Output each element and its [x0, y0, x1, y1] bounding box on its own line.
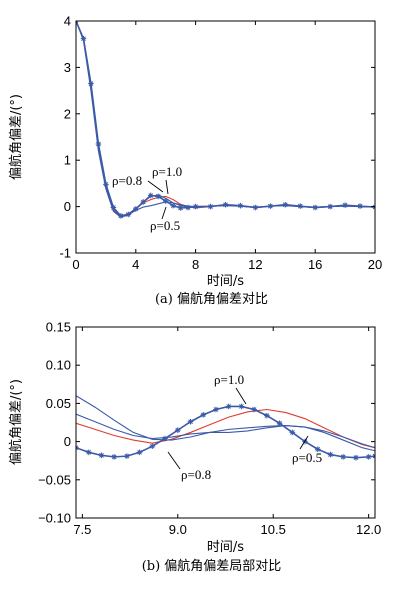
series-marker: [207, 203, 214, 210]
annotation-label: ρ=0.5: [292, 450, 322, 465]
y-tick-label: 2: [64, 106, 71, 121]
x-tick-label: 9.0: [169, 522, 187, 537]
y-tick-label: 3: [64, 60, 71, 75]
y-tick-label: 4: [64, 14, 71, 29]
series-marker: [124, 453, 130, 459]
series-marker: [185, 204, 191, 211]
series-marker: [327, 451, 334, 458]
series-marker: [162, 198, 169, 204]
y-tick-label: 0.15: [46, 320, 71, 335]
series-marker: [149, 443, 156, 449]
series-marker: [237, 202, 244, 209]
plot-frame: [75, 326, 376, 519]
annotation-leader: [161, 206, 167, 220]
series-marker: [177, 205, 184, 211]
series-marker: [98, 452, 105, 459]
series-marker: [103, 181, 109, 188]
series-marker: [282, 201, 289, 208]
chart-caption: (a) 偏航角偏差对比: [155, 291, 268, 307]
series-marker: [353, 454, 359, 461]
series-marker: [251, 406, 257, 413]
series-marker: [213, 406, 219, 413]
annotation-leader: [167, 451, 181, 470]
annotation-leader: [235, 387, 247, 405]
chart-b: 7.5 9.0 10.5 12.0 −0.10 −0.05 0 0.05 0.10 0.15 时间/…: [8, 320, 381, 575]
series-marker: [267, 203, 274, 209]
y-tick-label: −0.05: [38, 472, 71, 487]
annotation-label: ρ=0.8: [112, 173, 142, 188]
y-axis-label: 偏航角偏差/(°): [8, 379, 24, 465]
series-group: [76, 395, 375, 461]
series-marker: [170, 202, 176, 209]
series-marker: [200, 412, 207, 418]
series-marker: [365, 454, 372, 460]
series-marker: [264, 412, 270, 419]
series-marker: [312, 204, 318, 211]
annotation-leader: [299, 435, 309, 450]
x-tick-label: 20: [368, 257, 382, 272]
series-group: [76, 21, 375, 219]
series-marker: [140, 199, 147, 205]
series-marker: [155, 193, 162, 200]
series-marker: [118, 213, 124, 219]
x-tick-label: 10.5: [261, 522, 286, 537]
series-marker: [80, 35, 87, 42]
series-marker: [88, 80, 94, 87]
series-line-1: [76, 408, 375, 449]
annotation-label: ρ=0.8: [181, 467, 211, 482]
x-tick-label: 12: [248, 257, 262, 272]
x-axis-label: 时间/s: [207, 540, 244, 555]
series-marker: [133, 206, 139, 212]
x-tick-label: 7.5: [73, 522, 91, 537]
annotation-label: ρ=1.0: [152, 164, 182, 179]
series-marker: [95, 141, 102, 147]
series-marker: [136, 449, 143, 456]
y-tick-label: 1: [64, 153, 71, 168]
series-marker: [342, 202, 348, 209]
series-marker: [174, 427, 181, 433]
annotation-label: ρ=0.5: [150, 218, 180, 233]
annotation-leader: [165, 179, 169, 195]
y-tick-label: −0.10: [38, 511, 71, 526]
y-tick-label: 0: [64, 434, 71, 449]
y-axis-label: 偏航角偏差/(°): [8, 94, 24, 180]
series-marker: [125, 211, 132, 218]
chart-caption: (b) 偏航角偏差局部对比: [142, 558, 282, 574]
series-marker: [297, 203, 304, 209]
x-tick-label: 16: [308, 257, 322, 272]
series-marker: [327, 203, 333, 210]
y-tick-label: 0.10: [46, 358, 71, 373]
series-marker: [111, 454, 117, 460]
series-marker: [187, 418, 194, 425]
series-marker: [314, 446, 321, 453]
series-marker: [147, 192, 154, 199]
annotation-label: ρ=1.0: [214, 372, 244, 387]
y-tick-label: 0: [64, 199, 71, 214]
series-marker: [162, 435, 168, 442]
series-marker: [252, 204, 259, 211]
series-marker: [289, 429, 296, 436]
series-marker: [340, 454, 346, 460]
series-marker: [357, 203, 363, 209]
x-tick-label: 4: [132, 257, 139, 272]
x-axis-label: 时间/s: [207, 274, 244, 289]
series-marker: [192, 203, 199, 210]
series-line-2: [76, 395, 375, 449]
y-tick-label: -1: [59, 246, 71, 261]
x-tick-label: 12.0: [356, 522, 381, 537]
y-tick-label: 0.05: [46, 396, 71, 411]
series-marker: [85, 449, 92, 456]
x-tick-label: 8: [192, 257, 199, 272]
series-marker: [110, 204, 117, 211]
series-marker: [225, 403, 232, 410]
series-marker: [238, 403, 245, 410]
plot-frame: [75, 20, 376, 254]
series-marker: [276, 420, 283, 427]
series-line-3: [76, 413, 375, 452]
series-marker: [222, 201, 229, 208]
x-tick-label: 0: [72, 257, 79, 272]
annotation-leader: [147, 180, 164, 193]
